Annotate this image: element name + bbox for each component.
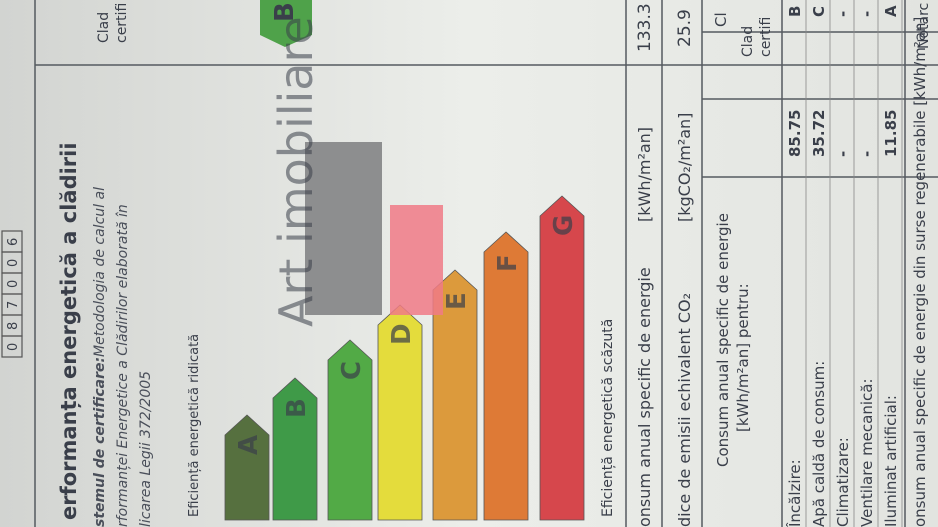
row-value: 11.85	[882, 110, 900, 157]
certified-header: certifi	[758, 17, 774, 57]
certified-header: Clad	[740, 26, 756, 57]
row-label: Ventilare mecanică:	[858, 378, 876, 527]
row-value: -	[858, 151, 876, 157]
indicator-gray	[305, 142, 382, 315]
class-letter: B	[282, 398, 312, 418]
row-value: 85.75	[786, 110, 804, 157]
row-class: A	[882, 5, 900, 17]
scale-low-label: Eficiență energetică scăzută	[600, 319, 616, 517]
row-label: Climatizare:	[834, 437, 852, 527]
row-class: C	[810, 6, 828, 17]
energy-scale: AB C D E F G	[224, 195, 585, 521]
indicator-unit: [kgCO₂/m²an]	[675, 113, 694, 222]
class-letter: G	[549, 215, 579, 236]
number-digit: 7	[6, 301, 21, 309]
table-rows: Încălzire: 85.75 B Apă caldă de consum: 35.7…	[785, 0, 903, 527]
class-letter: D	[387, 323, 417, 345]
class-letter: A	[234, 435, 264, 455]
class-arrow	[224, 414, 270, 521]
title: erformanța energetică a clădirii	[57, 142, 82, 520]
number-digit: 6	[6, 238, 21, 246]
class-badge	[260, 0, 312, 47]
number-digit: 0	[6, 343, 21, 351]
row-class: B	[786, 6, 804, 17]
row-label: Iluminat artificial:	[882, 395, 900, 527]
table-header: Consum anual specific de energie	[714, 213, 732, 467]
indicator-label: onsum anual specific de energie	[635, 267, 654, 527]
class-arrow	[539, 195, 585, 521]
indicator-label: dice de emisii echivalent CO₂	[675, 293, 694, 527]
number-digit: 0	[6, 259, 21, 267]
row-value: 35.72	[810, 110, 828, 157]
cert-system-line: Metodologia de calcul al	[92, 187, 108, 357]
certified-label: certifi	[114, 3, 130, 43]
class-letter: F	[493, 254, 523, 272]
cert-system-line: licarea Legii 372/2005	[138, 371, 154, 527]
class-arrow	[432, 269, 478, 521]
class-arrow	[327, 339, 373, 521]
number-box	[1, 230, 23, 253]
footer: onsum anual specific de energie din surs…	[911, 17, 929, 527]
indicator-value: 25.9	[675, 9, 695, 47]
indicator-unit: [kWh/m²an]	[635, 127, 654, 222]
indicator-red	[390, 205, 443, 315]
row-class: -	[834, 11, 852, 17]
row-value: -	[834, 151, 852, 157]
row-label: Încălzire:	[785, 459, 804, 527]
class-badge-label: B	[270, 2, 300, 22]
class-header: Cl	[712, 12, 730, 27]
indicator-value: 133.3	[635, 3, 655, 52]
notary-label: Notarc	[916, 3, 932, 49]
certified-label: Clad	[96, 12, 112, 43]
scale-high-label: Eficiență energetică ridicată	[187, 334, 202, 517]
cert-system-line: rformanței Energetice a Clădirilor elabo…	[115, 204, 131, 527]
watermark: Art imobiliare	[269, 16, 323, 327]
number-boxes: 0 8 7 0 0 6	[1, 230, 23, 358]
class-arrow	[272, 377, 318, 521]
number-digit: 0	[6, 280, 21, 288]
class-letter: C	[337, 361, 367, 380]
class-arrow	[483, 231, 529, 521]
row-label: Apă caldă de consum:	[810, 361, 828, 527]
table-header: [kWh/m²an] pentru:	[734, 283, 752, 432]
cert-system-label: stemul de certificare:	[92, 357, 108, 527]
row-class: -	[858, 11, 876, 17]
class-letter: E	[442, 292, 472, 310]
number-digit: 8	[6, 322, 21, 330]
